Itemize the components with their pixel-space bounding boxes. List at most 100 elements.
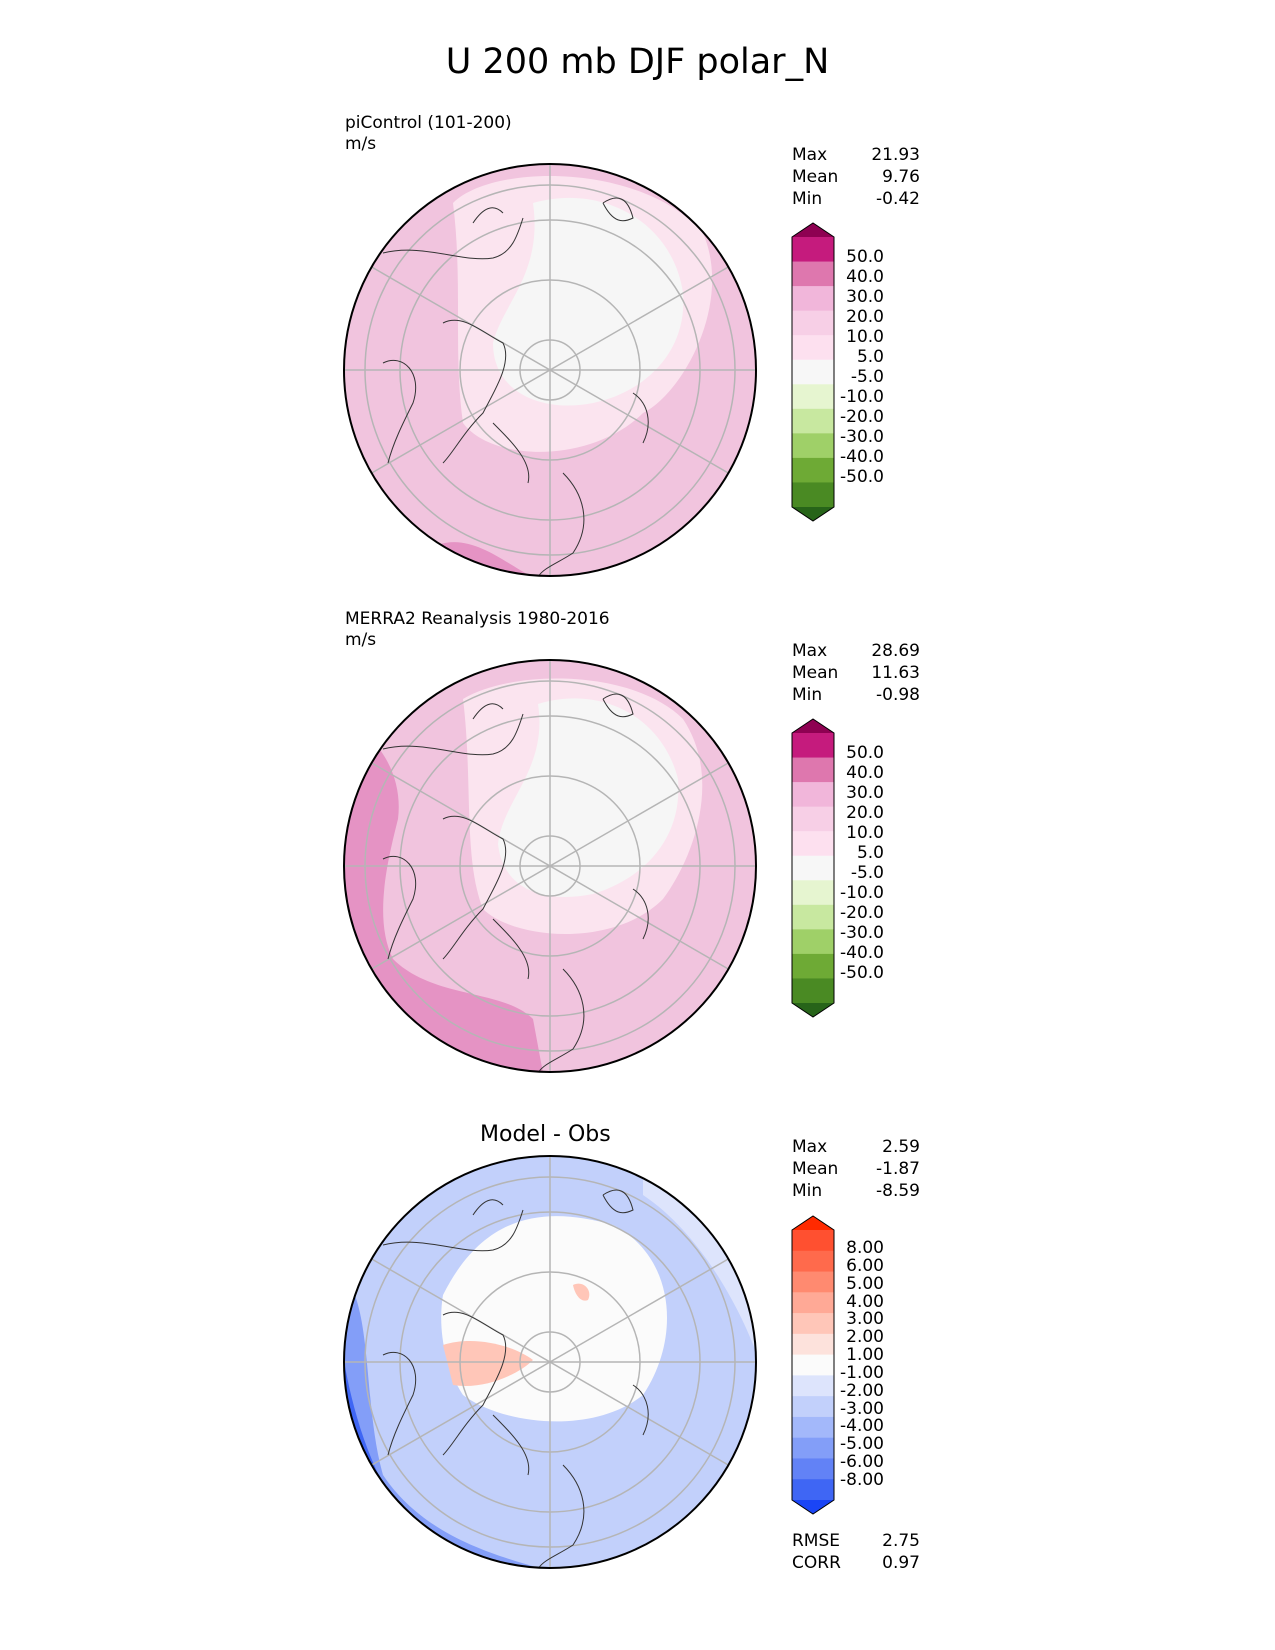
stat-name: Min bbox=[792, 189, 823, 209]
stat-name: Mean bbox=[792, 1159, 839, 1179]
colorbar-panel-2-labels: 50.0 40.0 30.0 20.0 10.0 5.0 -5.0 -10.0 … bbox=[834, 743, 884, 983]
panel-2-polar-map bbox=[343, 659, 757, 1073]
stat-name: Max bbox=[792, 1137, 828, 1157]
colorbar-segment bbox=[792, 953, 834, 979]
near-zero-region bbox=[493, 197, 684, 406]
colorbar-tick: 3.00 bbox=[846, 1309, 884, 1330]
colorbar-tick: 4.00 bbox=[846, 1291, 884, 1312]
colorbar-segment bbox=[792, 384, 834, 410]
colorbar-tick: -10.0 bbox=[840, 387, 884, 407]
colorbar-segment bbox=[792, 408, 834, 434]
colorbar-segment bbox=[792, 1250, 834, 1273]
stat-value: 28.69 bbox=[871, 641, 920, 661]
graticule bbox=[344, 1156, 756, 1568]
map-border bbox=[343, 163, 757, 577]
colorbar-tick: 40.0 bbox=[846, 763, 884, 783]
stat-value: 21.93 bbox=[871, 145, 920, 165]
colorbar-tick: -8.00 bbox=[840, 1469, 884, 1490]
colorbar-tick: -3.00 bbox=[840, 1398, 884, 1419]
colorbar-tick: -40.0 bbox=[840, 943, 884, 963]
colorbar-tick: -30.0 bbox=[840, 923, 884, 943]
colorbar-outline bbox=[791, 1215, 835, 1515]
positive-bias-region-2 bbox=[573, 1283, 590, 1301]
colorbar-tick: 6.00 bbox=[846, 1255, 884, 1276]
colorbar-tick: 10.0 bbox=[846, 327, 884, 347]
colorbar-segment bbox=[792, 880, 834, 906]
metric-value: 2.75 bbox=[882, 1531, 920, 1551]
panel-1-label: piControl (101-200) m/s bbox=[345, 113, 512, 155]
colorbar-tick: -2.00 bbox=[840, 1380, 884, 1401]
panel-1-stats: Max 21.93 Mean 9.76 Min -0.42 bbox=[792, 144, 920, 210]
colorbar-tick: 30.0 bbox=[846, 287, 884, 307]
colorbar-extend-bottom bbox=[792, 507, 834, 521]
strong-jet-region bbox=[344, 719, 543, 1072]
colorbar-segment bbox=[792, 310, 834, 336]
colorbar-segment bbox=[792, 261, 834, 287]
colorbar-tick: 10.0 bbox=[846, 823, 884, 843]
colorbar-segment bbox=[792, 757, 834, 783]
colorbar-segment bbox=[792, 978, 834, 1004]
colorbar-tick: -50.0 bbox=[840, 963, 884, 983]
panel-2-stats: Max 28.69 Mean 11.63 Min -0.98 bbox=[792, 640, 920, 706]
colorbar-extend-top bbox=[792, 223, 834, 237]
stat-name: Min bbox=[792, 685, 823, 705]
colorbar-tick: -5.00 bbox=[840, 1434, 884, 1455]
panel-2-label: MERRA2 Reanalysis 1980-2016 m/s bbox=[345, 609, 610, 651]
figure-title: U 200 mb DJF polar_N bbox=[445, 42, 830, 82]
colorbar-panel-3 bbox=[791, 1215, 835, 1515]
stat-value: 11.63 bbox=[871, 663, 920, 683]
colorbar-segment bbox=[792, 806, 834, 832]
colorbar-segment bbox=[792, 782, 834, 808]
colorbar-segment bbox=[792, 855, 834, 881]
colorbar-segment bbox=[792, 286, 834, 312]
coastlines bbox=[382, 1189, 649, 1568]
panel-3-polar-map bbox=[343, 1155, 757, 1569]
panel-3-metrics: RMSE 2.75 CORR 0.97 bbox=[792, 1530, 920, 1574]
colorbar-tick: 50.0 bbox=[846, 247, 884, 267]
colorbar-tick: -10.0 bbox=[840, 883, 884, 903]
stat-name: Mean bbox=[792, 663, 839, 683]
stat-name: Min bbox=[792, 1181, 823, 1201]
colorbar-segment bbox=[792, 359, 834, 385]
colorbar-segment bbox=[792, 1354, 834, 1376]
colorbar-tick: 1.00 bbox=[846, 1345, 884, 1366]
stat-name: Max bbox=[792, 145, 828, 165]
colorbar-segment bbox=[792, 1230, 834, 1252]
graticule bbox=[344, 660, 756, 1072]
stat-value: 9.76 bbox=[882, 167, 920, 187]
colorbar-panel-2 bbox=[791, 718, 835, 1018]
colorbar-tick: -5.0 bbox=[850, 863, 884, 883]
colorbar-segment bbox=[792, 1313, 834, 1335]
colorbar-tick: 20.0 bbox=[846, 803, 884, 823]
colorbar-extend-bottom bbox=[792, 1003, 834, 1017]
colorbar-segment bbox=[792, 1437, 834, 1459]
colorbar-segment bbox=[792, 1396, 834, 1418]
colorbar-tick: 50.0 bbox=[846, 743, 884, 763]
stat-name: Max bbox=[792, 641, 828, 661]
colorbar-panel-1-labels: 50.0 40.0 30.0 20.0 10.0 5.0 -5.0 -10.0 … bbox=[834, 247, 884, 487]
colorbar-segment bbox=[792, 1333, 834, 1356]
panel-1-title: piControl (101-200) bbox=[345, 113, 512, 133]
colorbar-tick: 5.00 bbox=[846, 1273, 884, 1294]
colorbar-tick: -1.00 bbox=[840, 1362, 884, 1383]
colorbar-segment bbox=[792, 433, 834, 459]
colorbar-extend-top bbox=[792, 719, 834, 733]
colorbar-outline bbox=[791, 718, 835, 1018]
colorbar-tick: 20.0 bbox=[846, 307, 884, 327]
metric-name: CORR bbox=[792, 1553, 841, 1573]
panel-2-units: m/s bbox=[345, 630, 377, 650]
colorbar-segment bbox=[792, 1458, 834, 1480]
colorbar-segment bbox=[792, 482, 834, 508]
colorbar-segment bbox=[792, 1375, 834, 1397]
panel-1-polar-map bbox=[343, 163, 757, 577]
colorbar-tick: 2.00 bbox=[846, 1327, 884, 1348]
colorbar-tick: 8.00 bbox=[846, 1238, 884, 1258]
colorbar-tick: -50.0 bbox=[840, 467, 884, 487]
near-zero-region bbox=[498, 698, 679, 897]
colorbar-extend-top bbox=[792, 1216, 834, 1230]
colorbar-tick: -30.0 bbox=[840, 427, 884, 447]
coastlines bbox=[382, 693, 649, 1072]
stat-value: 2.59 bbox=[882, 1137, 920, 1157]
metric-name: RMSE bbox=[792, 1531, 841, 1551]
colorbar-extend-bottom bbox=[792, 1500, 834, 1514]
